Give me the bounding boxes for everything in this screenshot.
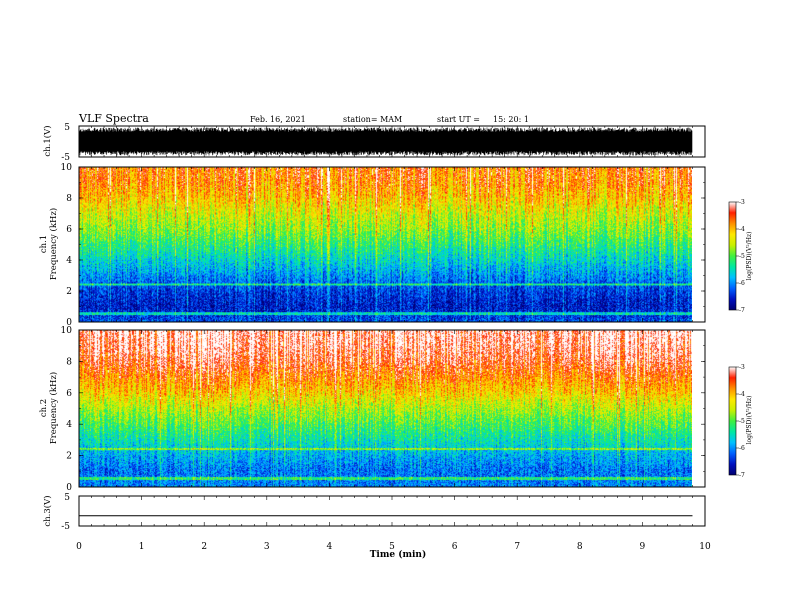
ch1-ytick-top: 5 — [64, 123, 70, 133]
y-tick-label: 0 — [66, 318, 72, 328]
x-tick-label: 5 — [389, 542, 395, 552]
y-tick-label: 8 — [66, 194, 72, 204]
x-tick-label: 8 — [577, 542, 583, 552]
ch3-waveform-xticks — [78, 496, 706, 526]
y-tick-label: 6 — [66, 225, 72, 235]
x-tick-label: 2 — [201, 542, 207, 552]
ch3-ytick-top: 5 — [64, 493, 70, 503]
ch2-colorbar — [729, 367, 736, 475]
ch1-spectrogram-ylabel-channel: ch.1 — [39, 235, 49, 253]
colorbar-tick-label: -7 — [739, 472, 745, 479]
ch2-spectrogram-ylabel-frequency: Frequency (kHz) — [48, 372, 59, 444]
ch1-waveform-trace — [79, 127, 693, 156]
x-tick-label: 9 — [640, 542, 646, 552]
x-tick-labels: 0 1 2 3 4 5 6 7 8 9 10 — [76, 542, 711, 552]
x-tick-label: 6 — [452, 542, 458, 552]
ch1-waveform-xticks — [78, 126, 706, 157]
y-tick-label: 2 — [66, 452, 72, 462]
ch1-waveform-panel: 5 -5 ch.1(V) — [42, 123, 706, 163]
y-tick-label: 4 — [66, 256, 72, 266]
colorbar-tick-label: -4 — [739, 391, 745, 398]
y-tick-label: 10 — [61, 326, 73, 336]
ch3-waveform-frame — [78, 495, 706, 527]
x-tick-label: 1 — [139, 542, 145, 552]
ch1-spectrogram-image — [79, 167, 692, 322]
ch1-waveform-path — [79, 127, 693, 156]
x-tick-label: 0 — [76, 542, 82, 552]
station-label: station= MAM — [343, 115, 402, 124]
ch1-colorbar-label: log(PSD)(V²/Hz) — [746, 232, 753, 281]
colorbar-tick-label: -4 — [739, 226, 745, 233]
ch1-spectrogram-ylabel-frequency: Frequency (kHz) — [48, 208, 59, 280]
colorbar-tick-label: -5 — [739, 418, 745, 425]
y-tick-label: 6 — [66, 389, 72, 399]
ch2-colorbar-label: log(PSD)(V²/Hz) — [746, 396, 753, 445]
ch2-spectrogram-yticks: 0 2 4 6 8 10 — [61, 326, 705, 493]
x-tick-label: 4 — [327, 542, 333, 552]
ch2-spectrogram-ylabel-channel: ch.2 — [39, 399, 49, 417]
y-tick-label: 8 — [66, 357, 72, 367]
x-tick-label: 7 — [514, 542, 520, 552]
ch3-waveform-panel: 5 -5 ch.3(V) — [42, 493, 706, 532]
colorbar-tick-label: -3 — [739, 364, 745, 371]
x-tick-label: 10 — [699, 542, 711, 552]
ch2-spectrogram-xticks — [78, 330, 706, 487]
ch3-ytick-bottom: -5 — [61, 522, 70, 532]
y-tick-label: 2 — [66, 287, 72, 297]
ch1-colorbar-ticks: -3 -4 -5 -6 -7 — [736, 199, 745, 314]
x-tick-label: 3 — [264, 542, 270, 552]
ch3-waveform-ylabel: ch.3(V) — [42, 495, 53, 526]
figure-title: VLF Spectra — [78, 112, 149, 125]
colorbar-tick-label: -6 — [739, 280, 745, 287]
ch2-spectrogram-image — [79, 330, 692, 487]
colorbar-tick-label: -7 — [739, 307, 745, 314]
y-tick-label: 0 — [66, 483, 72, 493]
y-tick-label: 10 — [61, 163, 73, 173]
ch1-waveform-ylabel: ch.1(V) — [42, 125, 53, 156]
ch1-spectrogram-xticks — [78, 167, 706, 322]
colorbar-tick-label: -3 — [739, 199, 745, 206]
ch1-colorbar — [729, 202, 736, 310]
x-axis-label: Time (min) — [370, 549, 427, 560]
colorbar-tick-label: -5 — [739, 253, 745, 260]
colorbar-tick-label: -6 — [739, 445, 745, 452]
start-ut-value: 15: 20: 1 — [493, 115, 529, 124]
ch2-colorbar-ticks: -3 -4 -5 -6 -7 — [736, 364, 745, 479]
date-label: Feb. 16, 2021 — [250, 115, 306, 124]
start-ut-label: start UT = — [437, 115, 480, 124]
ch1-spectrogram-yticks: 0 2 4 6 8 10 — [61, 163, 705, 328]
ch1-ytick-bottom: -5 — [61, 153, 70, 163]
y-tick-label: 4 — [66, 420, 72, 430]
